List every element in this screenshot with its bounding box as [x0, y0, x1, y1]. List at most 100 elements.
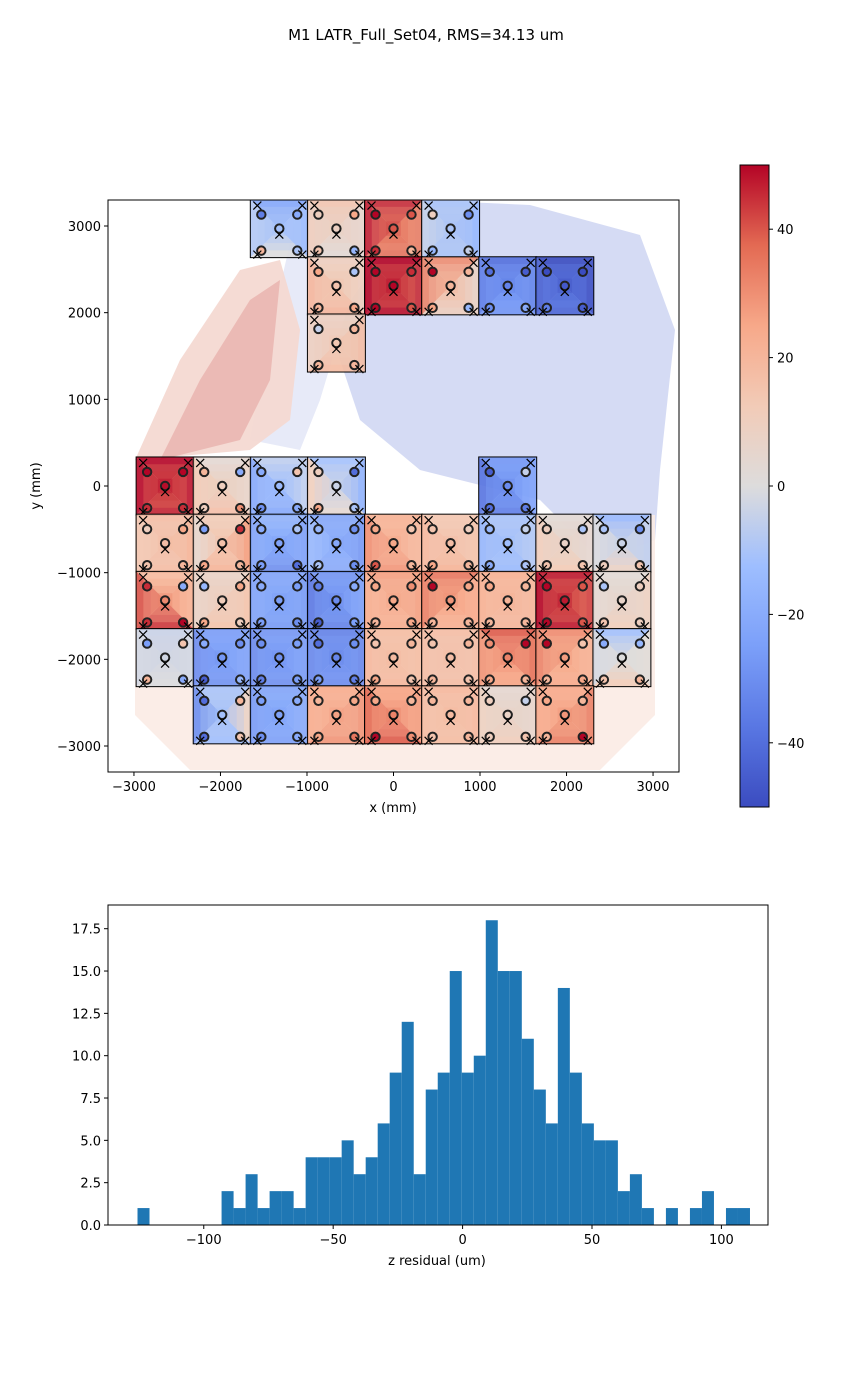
histogram-bar [689, 1208, 702, 1225]
fit-cross [367, 630, 376, 639]
measured-point [577, 617, 588, 628]
histogram-bar [509, 971, 522, 1225]
hist-x-tick-label: 50 [584, 1233, 601, 1248]
fit-cross [424, 201, 434, 210]
measured-point [406, 581, 417, 592]
fit-cross-center [217, 544, 227, 554]
fit-cross [252, 572, 262, 582]
fit-cross-center [560, 716, 570, 726]
fit-cross [412, 307, 421, 317]
panel-fill [535, 571, 594, 601]
panel [364, 628, 423, 689]
hist-axes-frame [107, 904, 769, 1226]
x-tick-label: 0 [389, 780, 397, 795]
measured-point [234, 638, 246, 649]
panel [535, 685, 595, 746]
measured-point-center [388, 223, 399, 234]
measured-point [141, 581, 153, 592]
measured-point [463, 695, 474, 706]
histogram-bar [137, 1208, 150, 1225]
panel-fill [307, 256, 366, 286]
panel-fill [136, 628, 195, 658]
measured-point [541, 523, 553, 535]
measured-point-center [502, 709, 513, 720]
fit-cross [412, 572, 421, 582]
colorbar-ticks: 40 20 0 −20 −40 [769, 223, 804, 752]
fit-cross [183, 458, 193, 468]
measured-point-center [445, 280, 456, 291]
fit-cross [367, 201, 376, 210]
measured-point [427, 523, 438, 535]
fit-cross [309, 630, 319, 639]
measured-point [577, 638, 588, 649]
panel-outline [535, 256, 595, 316]
fit-cross [354, 364, 364, 374]
measured-point-center [274, 709, 285, 720]
fit-cross [595, 630, 605, 639]
hist-y-axis: 0.0 2.5 5.0 7.5 10.0 12.5 15.0 17.5 [72, 923, 108, 1234]
fit-cross [412, 687, 421, 697]
panel-fill [136, 456, 195, 486]
fit-cross [424, 258, 434, 268]
fit-cross [138, 515, 148, 525]
fit-cross-center [331, 344, 341, 354]
measured-point [177, 581, 189, 592]
fit-cross [297, 201, 307, 210]
panel-fill [307, 313, 366, 343]
panel-fill [307, 456, 366, 486]
histogram-bar [737, 1208, 750, 1225]
histogram-bar [425, 1089, 438, 1225]
measured-point-center [217, 595, 228, 606]
measured-point [349, 581, 360, 592]
measured-point [634, 523, 646, 535]
fit-cross-center [560, 659, 570, 669]
measured-point [234, 695, 246, 706]
fit-cross [526, 307, 536, 317]
measured-point [256, 581, 267, 592]
measured-point [577, 266, 588, 277]
measured-point [484, 523, 495, 535]
measured-point-center [559, 538, 570, 549]
hist-x-tick-label: 100 [709, 1233, 734, 1248]
colorbar-tick-label: 20 [777, 352, 794, 367]
fit-cross-center [389, 601, 398, 611]
measured-point [520, 731, 531, 743]
histogram-bar [545, 1123, 558, 1225]
fit-cross [583, 736, 593, 746]
panel [306, 685, 366, 746]
histogram-bar [269, 1191, 282, 1225]
fit-cross [367, 258, 376, 268]
measured-point [141, 466, 153, 478]
map-y-label: y (mm) [29, 462, 44, 509]
histogram-bar [665, 1208, 678, 1225]
measured-point [292, 209, 303, 220]
map-x-label: x (mm) [369, 801, 416, 816]
histogram-bars [137, 920, 750, 1225]
measured-point [634, 638, 646, 649]
panel [421, 200, 481, 260]
fit-cross [412, 258, 421, 268]
measured-point [370, 523, 381, 535]
measured-point [598, 523, 610, 535]
measured-point [484, 695, 495, 706]
fit-cross [240, 572, 250, 582]
measured-point [234, 466, 246, 478]
fit-cross [354, 458, 364, 468]
residual-map-chart: −3000 −2000 −1000 0 1000 2000 3000 −3000−2000−… [29, 199, 680, 816]
measured-point [520, 302, 531, 314]
measured-point [256, 638, 267, 649]
panel-fill [535, 514, 594, 544]
fit-cross [297, 572, 307, 582]
measured-point [199, 466, 210, 478]
measured-point [427, 695, 438, 706]
fit-cross [424, 307, 434, 317]
measured-point [292, 560, 303, 571]
y-tick-label: 0 [93, 480, 101, 495]
fit-cross [526, 458, 536, 468]
hist-x-label: z residual (um) [388, 1254, 486, 1269]
histogram-bar [581, 1123, 594, 1225]
measured-point-center [331, 652, 342, 663]
panel-fill [421, 628, 480, 658]
measured-point [292, 638, 303, 649]
measured-point [406, 245, 417, 256]
